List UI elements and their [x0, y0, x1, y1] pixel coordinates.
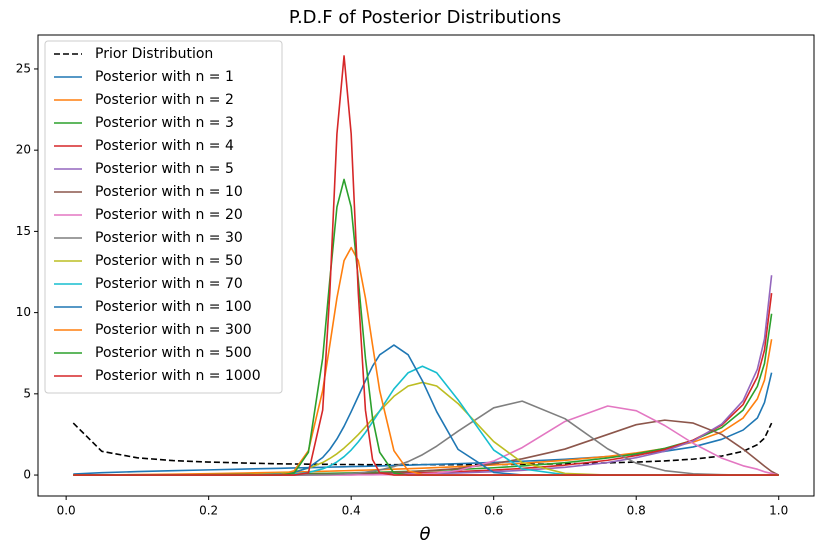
legend-label: Posterior with n = 2 [95, 92, 234, 108]
legend-label: Posterior with n = 300 [95, 322, 252, 338]
legend-label: Posterior with n = 50 [95, 253, 243, 269]
x-tick-label: 0.2 [199, 504, 218, 518]
legend-label: Prior Distribution [95, 46, 213, 62]
x-tick-label: 1.0 [769, 504, 788, 518]
y-tick-label: 5 [23, 386, 31, 400]
y-tick-label: 0 [23, 468, 31, 482]
y-tick-label: 25 [16, 61, 31, 75]
x-axis-label: θ [419, 524, 430, 545]
x-tick-label: 0.0 [57, 504, 76, 518]
y-tick-label: 10 [16, 305, 31, 319]
legend-label: Posterior with n = 5 [95, 161, 234, 177]
series-line [73, 372, 773, 475]
y-tick-label: 20 [16, 143, 31, 157]
legend-label: Posterior with n = 30 [95, 230, 243, 246]
legend-label: Posterior with n = 20 [95, 207, 243, 223]
x-tick-label: 0.6 [484, 504, 503, 518]
legend-label: Posterior with n = 500 [95, 345, 252, 361]
x-tick-label: 0.8 [627, 504, 646, 518]
legend-label: Posterior with n = 1000 [95, 368, 261, 384]
legend-label: Posterior with n = 100 [95, 299, 252, 315]
legend-label: Posterior with n = 70 [95, 276, 243, 292]
series-line [73, 55, 779, 476]
y-tick-label: 15 [16, 224, 31, 238]
legend-label: Posterior with n = 10 [95, 184, 243, 200]
plot-frame [37, 34, 815, 497]
x-tick-label: 0.4 [342, 504, 361, 518]
series-line [72, 422, 773, 466]
legend-label: Posterior with n = 4 [95, 138, 234, 154]
legend-box [44, 40, 283, 394]
legend-label: Posterior with n = 1 [95, 69, 234, 85]
chart-title: P.D.F of Posterior Distributions [289, 7, 561, 28]
legend-label: Posterior with n = 3 [95, 115, 234, 131]
